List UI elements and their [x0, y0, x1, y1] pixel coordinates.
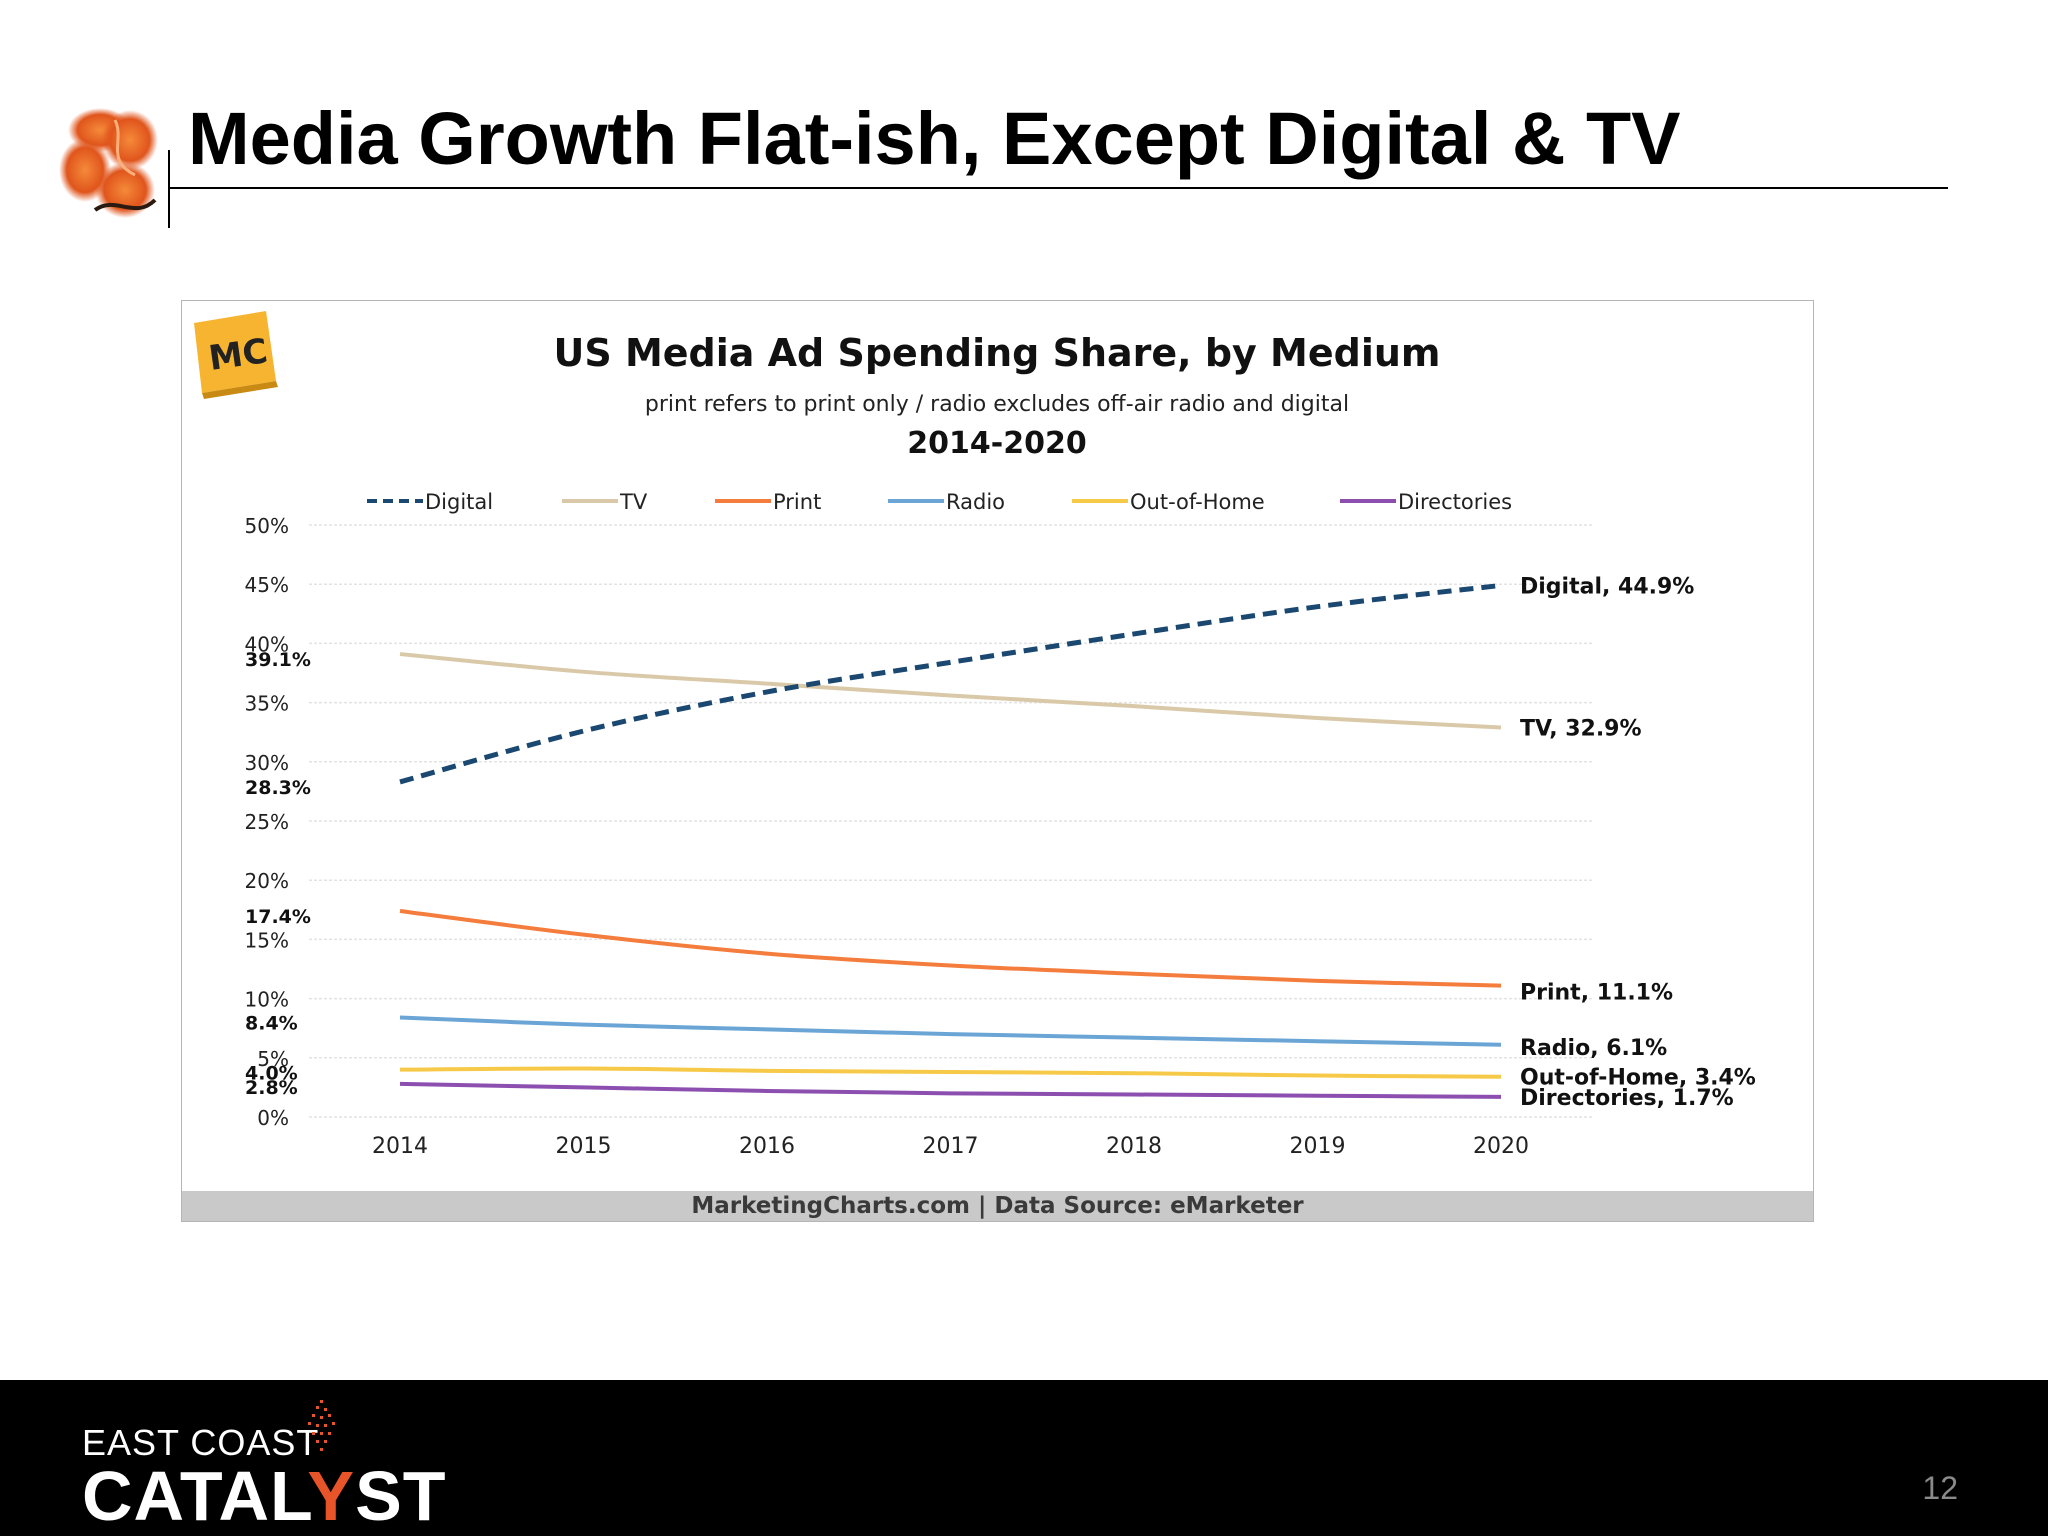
page-number: 12 [1922, 1470, 1958, 1506]
line-chart: MC US Media Ad Spending Share, by Medium… [194, 311, 1756, 1159]
series-line-tv [399, 652, 1502, 730]
brand-line-2: CATALYST [82, 1457, 447, 1535]
end-value-label: TV, 32.9% [1520, 716, 1642, 741]
mc-badge: MC [194, 311, 278, 399]
legend-item: Digital [425, 490, 493, 514]
legend-item: Directories [1398, 490, 1512, 514]
y-tick-label: 50% [245, 514, 289, 538]
y-axis: 50% 45% 40% 35% 30% 25% 20% 15% 10% 5% 0% [245, 514, 289, 1130]
y-tick-label: 0% [257, 1106, 289, 1130]
end-value-label: Directories, 1.7% [1520, 1086, 1734, 1111]
start-value-label: 28.3% [245, 777, 311, 799]
start-value-label: 17.4% [245, 906, 311, 928]
y-tick-label: 45% [245, 573, 289, 597]
start-value-label: 39.1% [245, 649, 311, 671]
y-tick-label: 20% [245, 869, 289, 893]
chart-series [399, 582, 1502, 1099]
brand-line-1: EAST COAST [82, 1422, 320, 1463]
x-tick-label: 2017 [923, 1134, 979, 1159]
smoke-logo [55, 100, 175, 235]
y-tick-label: 30% [245, 751, 289, 775]
title-divider [168, 187, 1948, 189]
y-tick-label: 5% [257, 1047, 289, 1071]
end-value-label: Out-of-Home, 3.4% [1520, 1066, 1756, 1091]
end-value-label: Radio, 6.1% [1520, 1036, 1667, 1061]
legend-item: TV [619, 490, 648, 514]
series-line-radio [399, 1015, 1502, 1047]
legend-item: Print [773, 490, 821, 514]
chart-panel: MC US Media Ad Spending Share, by Medium… [181, 300, 1814, 1222]
spark-icon [308, 1400, 335, 1451]
footer-bar [0, 1380, 2048, 1536]
start-value-label: 4.0% [245, 1063, 298, 1085]
series-line-out-of-home [399, 1066, 1502, 1079]
chart-grid [309, 524, 1592, 1118]
y-tick-label: 40% [245, 632, 289, 656]
data-labels: 28.3% Digital, 44.9% 39.1% TV, 32.9% 17.4% Pr… [245, 574, 1756, 1110]
title-divider-vertical [168, 150, 170, 228]
x-tick-label: 2016 [739, 1134, 795, 1159]
start-value-label: 8.4% [245, 1013, 298, 1035]
chart-period: 2014-2020 [907, 426, 1086, 461]
y-tick-label: 35% [245, 692, 289, 716]
x-tick-label: 2019 [1290, 1134, 1346, 1159]
y-tick-label: 10% [245, 988, 289, 1012]
chart-title: US Media Ad Spending Share, by Medium [554, 331, 1441, 375]
slide-title: Media Growth Flat-ish, Except Digital & … [188, 97, 1681, 180]
chart-subtitle: print refers to print only / radio exclu… [645, 392, 1349, 417]
end-value-label: Print, 11.1% [1520, 981, 1673, 1006]
chart-legend: Digital TV Print Radio Out-of-Home Directorie… [367, 490, 1512, 514]
x-axis: 2014 2015 2016 2017 2018 2019 2020 [372, 1134, 1529, 1159]
end-value-label: Digital, 44.9% [1520, 574, 1694, 599]
mc-badge-text: MC [206, 331, 270, 379]
series-line-print [399, 909, 1502, 988]
chart-source: MarketingCharts.com | Data Source: eMark… [182, 1191, 1813, 1221]
legend-item: Radio [946, 490, 1005, 514]
x-tick-label: 2015 [556, 1134, 612, 1159]
brand-logo: EAST COAST CATALYST [82, 1400, 447, 1535]
legend-item: Out-of-Home [1130, 490, 1265, 514]
x-tick-label: 2014 [372, 1134, 428, 1159]
start-value-label: 2.8% [245, 1077, 298, 1099]
series-line-digital [399, 582, 1502, 785]
y-tick-label: 15% [245, 928, 289, 952]
x-tick-label: 2020 [1473, 1134, 1529, 1159]
y-tick-label: 25% [245, 810, 289, 834]
x-tick-label: 2018 [1106, 1134, 1162, 1159]
series-line-directories [399, 1081, 1502, 1099]
